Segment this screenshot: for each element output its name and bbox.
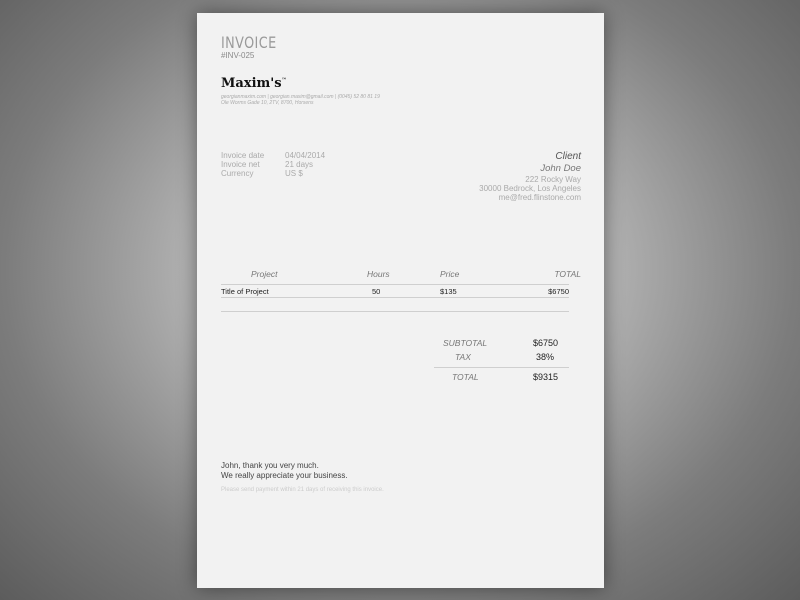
divider — [434, 367, 569, 368]
invoice-page: INVOICE #INV-025 Maxim's™ georgianmaxim.… — [197, 13, 604, 588]
tax-value: 38% — [536, 352, 555, 362]
client-city: 30000 Bedrock, Los Angeles — [479, 184, 581, 193]
row-price: $135 — [440, 287, 457, 296]
client-email: me@fred.flinstone.com — [498, 193, 581, 202]
divider — [221, 297, 569, 298]
col-project: Project — [251, 269, 278, 279]
divider — [221, 311, 569, 312]
divider — [221, 284, 569, 285]
invoice-net-value: 21 days — [285, 160, 314, 169]
logo-text: Maxim's — [221, 76, 282, 91]
invoice-date-label: Invoice date — [221, 151, 265, 160]
trademark: ™ — [281, 77, 287, 84]
currency-label: Currency — [221, 169, 254, 178]
company-logo: Maxim's™ — [221, 77, 287, 90]
thanks-line-2: We really appreciate your business. — [221, 471, 348, 480]
company-contact: georgianmaxim.com | georgian.maxim@gmail… — [221, 94, 380, 100]
col-price: Price — [440, 269, 460, 279]
tax-label: TAX — [455, 352, 471, 362]
invoice-number: #INV-025 — [221, 51, 255, 60]
client-street: 222 Rocky Way — [525, 175, 581, 184]
col-total: TOTAL — [554, 269, 581, 279]
thanks-line-1: John, thank you very much. — [221, 461, 319, 470]
subtotal-value: $6750 — [533, 338, 559, 348]
client-heading: Client — [555, 151, 581, 162]
row-project: Title of Project — [221, 287, 269, 296]
invoice-net-label: Invoice net — [221, 160, 260, 169]
total-value: $9315 — [533, 372, 559, 382]
invoice-date-value: 04/04/2014 — [285, 151, 326, 160]
total-label: TOTAL — [452, 372, 479, 382]
company-address: Ole Worms Gade 10, 2TV, 8700, Horsens — [221, 100, 314, 106]
col-hours: Hours — [367, 269, 390, 279]
payment-note: Please send payment within 21 days of re… — [221, 487, 384, 493]
subtotal-label: SUBTOTAL — [443, 338, 488, 348]
currency-value: US $ — [285, 169, 303, 178]
row-hours: 50 — [372, 287, 381, 296]
row-total: $6750 — [548, 287, 569, 296]
client-name: John Doe — [540, 163, 581, 174]
invoice-title: INVOICE — [221, 33, 277, 52]
